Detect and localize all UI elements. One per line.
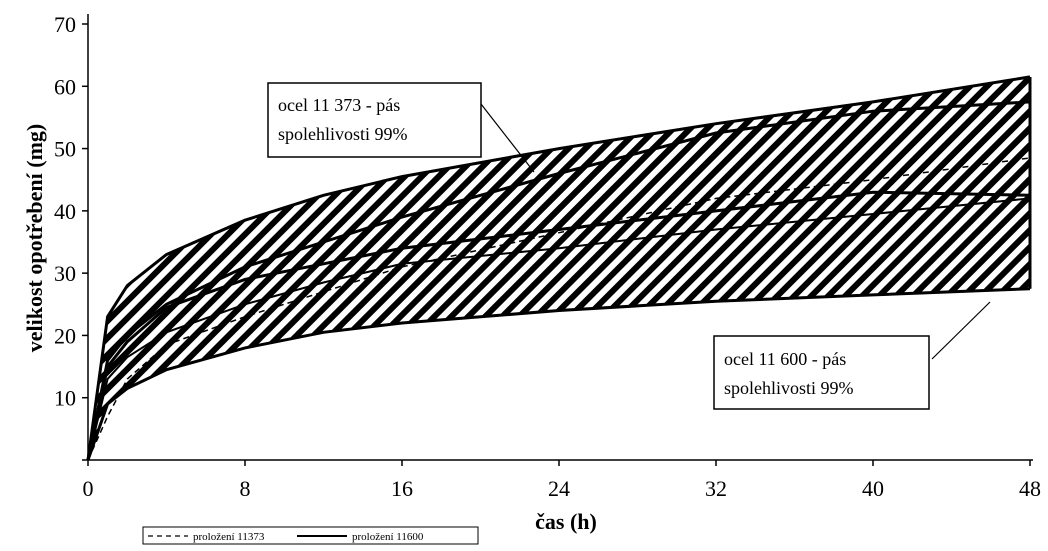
annotation-11600-pointer [931, 301, 991, 360]
legend-label-11373: proložení 11373 [193, 531, 265, 543]
y-tick-label: 40 [54, 199, 76, 224]
band-lower-edge-1 [86, 287, 1031, 461]
annotation-11373-pointer [480, 103, 535, 173]
x-axis-title: čas (h) [535, 509, 597, 534]
y-tick-label: 30 [54, 261, 76, 286]
x-tick-label: 32 [705, 476, 727, 501]
x-tick-label: 48 [1019, 476, 1041, 501]
reliability-bands [86, 75, 1032, 461]
tick-labels: 0 8 16 24 32 40 48 10 20 30 40 50 60 70 [54, 12, 1041, 501]
annotation-11600-box [713, 335, 930, 410]
y-tick-label: 50 [54, 137, 76, 162]
x-tick-label: 0 [83, 476, 94, 501]
legend: proložení 11373 proložení 11600 [142, 526, 479, 545]
annotation-11600-line1: ocel 11 600 - pás [724, 349, 846, 369]
fit-lines [87, 157, 1031, 461]
y-tick-label: 20 [54, 323, 76, 348]
annotation-11600-line2: spolehlivosti 99% [724, 378, 854, 398]
legend-label-11600: proložení 11600 [352, 531, 424, 543]
x-tick-label: 8 [240, 476, 251, 501]
y-axis-title: velikost opotřebení (mg) [22, 124, 47, 353]
annotation-11600: ocel 11 600 - pás spolehlivosti 99% [713, 301, 991, 410]
x-tick-label: 24 [548, 476, 570, 501]
y-tick-label: 60 [54, 74, 76, 99]
x-tick-label: 16 [391, 476, 413, 501]
annotation-11373-line1: ocel 11 373 - pás [278, 95, 400, 115]
band-upper-edge-1 [86, 100, 1031, 461]
annotation-11373-line2: spolehlivosti 99% [278, 124, 408, 144]
band-upper-edge-0 [86, 75, 1031, 461]
y-tick-label: 70 [54, 12, 76, 37]
fit-line-1 [87, 197, 1031, 461]
annotation-11373: ocel 11 373 - pás spolehlivosti 99% [267, 82, 535, 173]
y-tick-label: 10 [54, 386, 76, 411]
fit-line-0 [87, 157, 1031, 461]
x-tick-label: 40 [862, 476, 884, 501]
annotation-11373-box [267, 82, 482, 158]
band-fill-1 [88, 101, 1030, 461]
